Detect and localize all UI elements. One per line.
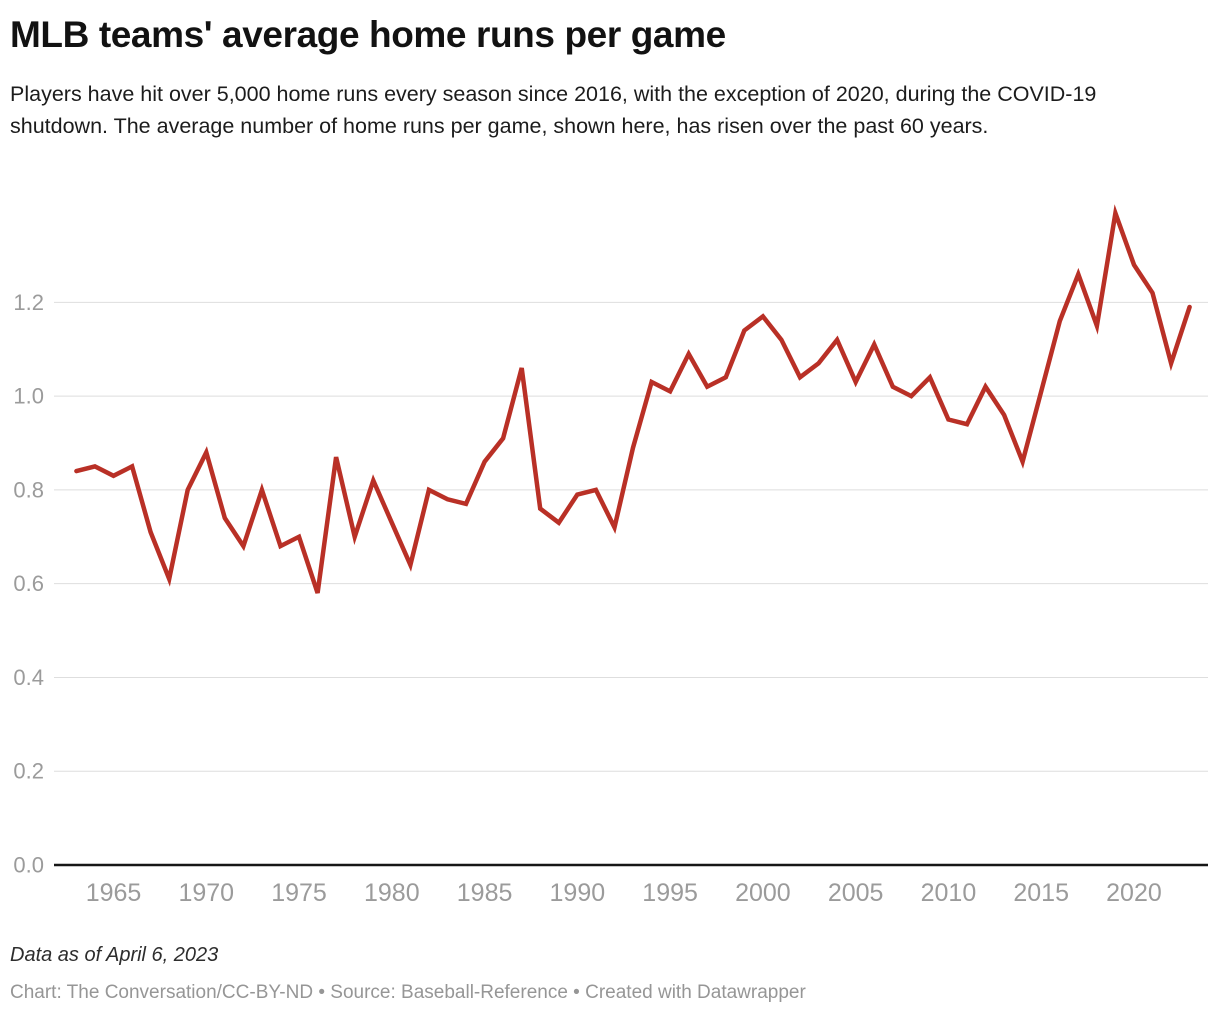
x-tick-label: 1990 [550, 879, 606, 907]
x-tick-label: 2010 [921, 879, 977, 907]
x-tick-label: 1995 [642, 879, 698, 907]
y-tick-label: 0.6 [13, 571, 44, 596]
data-note: Data as of April 6, 2023 [10, 944, 219, 966]
x-tick-label: 1970 [178, 879, 234, 907]
x-tick-label: 1965 [86, 879, 142, 907]
x-tick-label: 1980 [364, 879, 420, 907]
y-tick-label: 1.2 [13, 290, 44, 315]
x-tick-label: 2015 [1013, 879, 1069, 907]
home-runs-line [74, 204, 1192, 594]
y-tick-label: 1.0 [13, 384, 44, 409]
chart-header: MLB teams' average home runs per game Pl… [10, 13, 1200, 142]
x-tick-label: 2020 [1106, 879, 1162, 907]
y-tick-label: 0.8 [13, 477, 44, 502]
chart-title: MLB teams' average home runs per game [10, 14, 726, 55]
attribution-line: Chart: The Conversation/CC-BY-ND • Sourc… [10, 982, 806, 1003]
x-tick-label: 2005 [828, 879, 884, 907]
x-tick-label: 2000 [735, 879, 791, 907]
y-tick-label: 0.2 [13, 759, 44, 784]
y-tick-label: 0.0 [13, 853, 44, 878]
x-tick-label: 1985 [457, 879, 513, 907]
y-tick-label: 0.4 [13, 665, 44, 690]
chart-subtitle: Players have hit over 5,000 home runs ev… [10, 82, 1097, 138]
x-tick-label: 1975 [271, 879, 327, 907]
